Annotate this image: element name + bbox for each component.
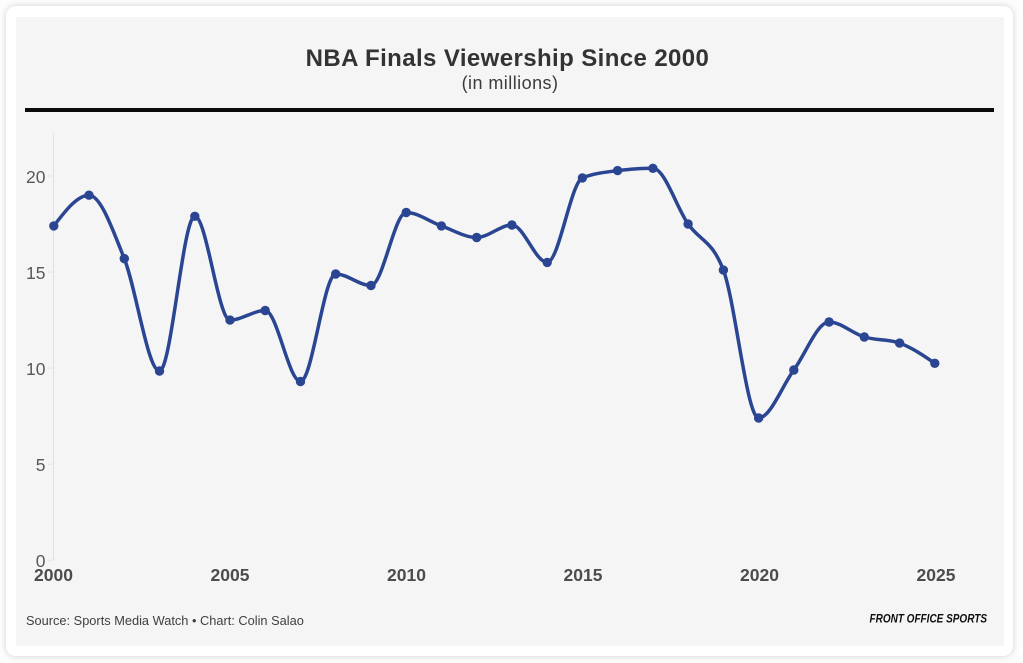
svg-text:FRONT OFFICE SPORTS: FRONT OFFICE SPORTS [870, 613, 988, 626]
